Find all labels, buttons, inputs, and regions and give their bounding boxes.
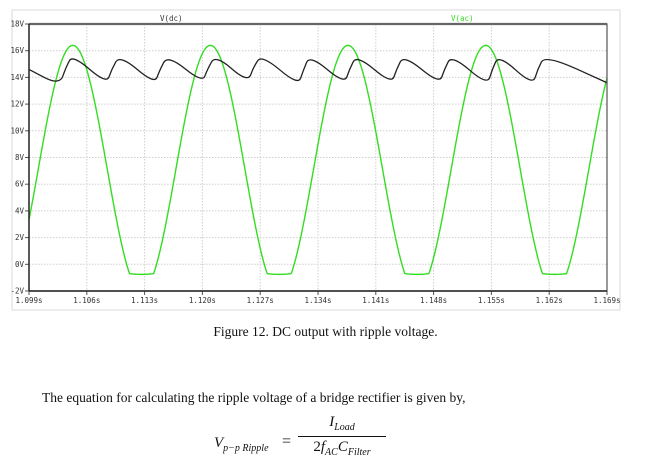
- axes: [25, 22, 608, 295]
- waveform-plot: 1.099s 1.106s 1.113s 1.120s 1.127s 1.134s 1.14…: [10, 9, 621, 311]
- plot-canvas: 1.099s 1.106s 1.113s 1.120s 1.127s 1.134s 1.14…: [10, 9, 621, 311]
- denominator-coefficient: 2: [313, 439, 321, 456]
- legend-vdc: V(dc): [160, 14, 183, 23]
- y-tick-label: 0V: [15, 260, 25, 269]
- x-tick-label: 1.127s: [247, 296, 274, 305]
- body-paragraph: The equation for calculating the ripple …: [42, 390, 466, 405]
- x-tick-label: 1.113s: [131, 296, 158, 305]
- fraction-bar: [298, 436, 386, 438]
- grid: [29, 24, 607, 291]
- plot-frame: [11, 9, 621, 311]
- vdc-trace: [28, 58, 608, 84]
- x-tick-label: 1.155s: [478, 296, 505, 305]
- traces: [28, 44, 608, 276]
- fraction-numerator: ILoad: [298, 414, 386, 436]
- y-tick-label: 12V: [10, 100, 24, 109]
- x-tick-label: 1.120s: [189, 296, 216, 305]
- vac-trace: [28, 44, 608, 276]
- y-tick-label: 18V: [10, 20, 24, 29]
- figure-caption: Figure 12. DC output with ripple voltage…: [213, 324, 438, 339]
- numerator-variable: I: [329, 414, 335, 430]
- y-tick-label: 4V: [15, 206, 25, 215]
- x-tick-label: 1.134s: [304, 296, 331, 305]
- y-tick-label: -2V: [10, 287, 24, 296]
- numerator-subscript: Load: [334, 422, 355, 433]
- equation-fraction: ILoad 2fACCFilter: [298, 414, 386, 459]
- y-tick-label: 10V: [10, 126, 24, 135]
- x-tick-label: 1.148s: [420, 296, 447, 305]
- x-tick-label: 1.162s: [536, 296, 563, 305]
- lhs-variable: V: [214, 435, 224, 451]
- tick-labels: 1.099s 1.106s 1.113s 1.120s 1.127s 1.134s 1.14…: [10, 20, 620, 306]
- capacitance-subscript: Filter: [347, 447, 371, 459]
- x-tick-label: 1.106s: [73, 296, 100, 305]
- ripple-equation: Vp−p Ripple = ILoad 2fACCFilter: [0, 412, 651, 472]
- legend-vac: V(ac): [451, 14, 474, 23]
- y-tick-label: 16V: [10, 46, 24, 55]
- capacitance-variable: C: [337, 439, 348, 456]
- equation-lhs: Vp−p Ripple: [214, 435, 269, 454]
- frequency-variable: f: [320, 439, 326, 456]
- x-tick-label: 1.141s: [362, 296, 389, 305]
- y-tick-label: 2V: [15, 233, 25, 242]
- y-tick-label: 8V: [15, 153, 25, 162]
- y-tick-label: 6V: [15, 180, 25, 189]
- equals-sign: =: [282, 433, 292, 450]
- fraction-denominator: 2fACCFilter: [298, 439, 386, 459]
- frequency-subscript: AC: [325, 447, 338, 459]
- x-tick-label: 1.169s: [593, 296, 620, 305]
- lhs-subscript: p−p Ripple: [223, 443, 269, 454]
- x-tick-label: 1.099s: [15, 296, 42, 305]
- y-tick-label: 14V: [10, 73, 24, 82]
